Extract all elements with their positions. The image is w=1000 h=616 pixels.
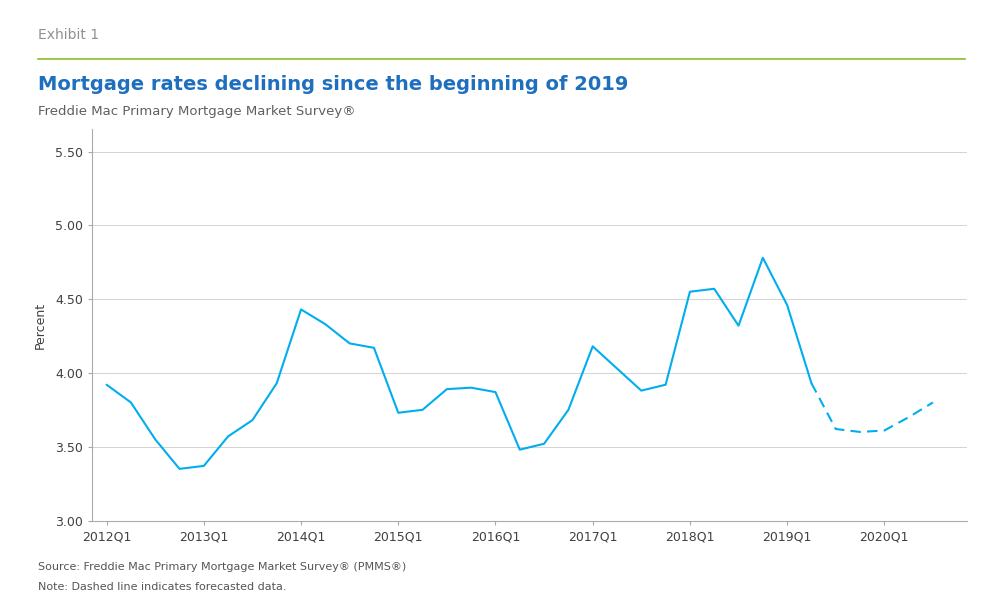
- Y-axis label: Percent: Percent: [34, 301, 47, 349]
- Text: Note: Dashed line indicates forecasted data.: Note: Dashed line indicates forecasted d…: [38, 582, 287, 592]
- Text: Source: Freddie Mac Primary Mortgage Market Survey® (PMMS®): Source: Freddie Mac Primary Mortgage Mar…: [38, 562, 406, 572]
- Text: Freddie Mac Primary Mortgage Market Survey®: Freddie Mac Primary Mortgage Market Surv…: [38, 105, 356, 118]
- Text: Mortgage rates declining since the beginning of 2019: Mortgage rates declining since the begin…: [38, 75, 628, 94]
- Text: Exhibit 1: Exhibit 1: [38, 28, 99, 42]
